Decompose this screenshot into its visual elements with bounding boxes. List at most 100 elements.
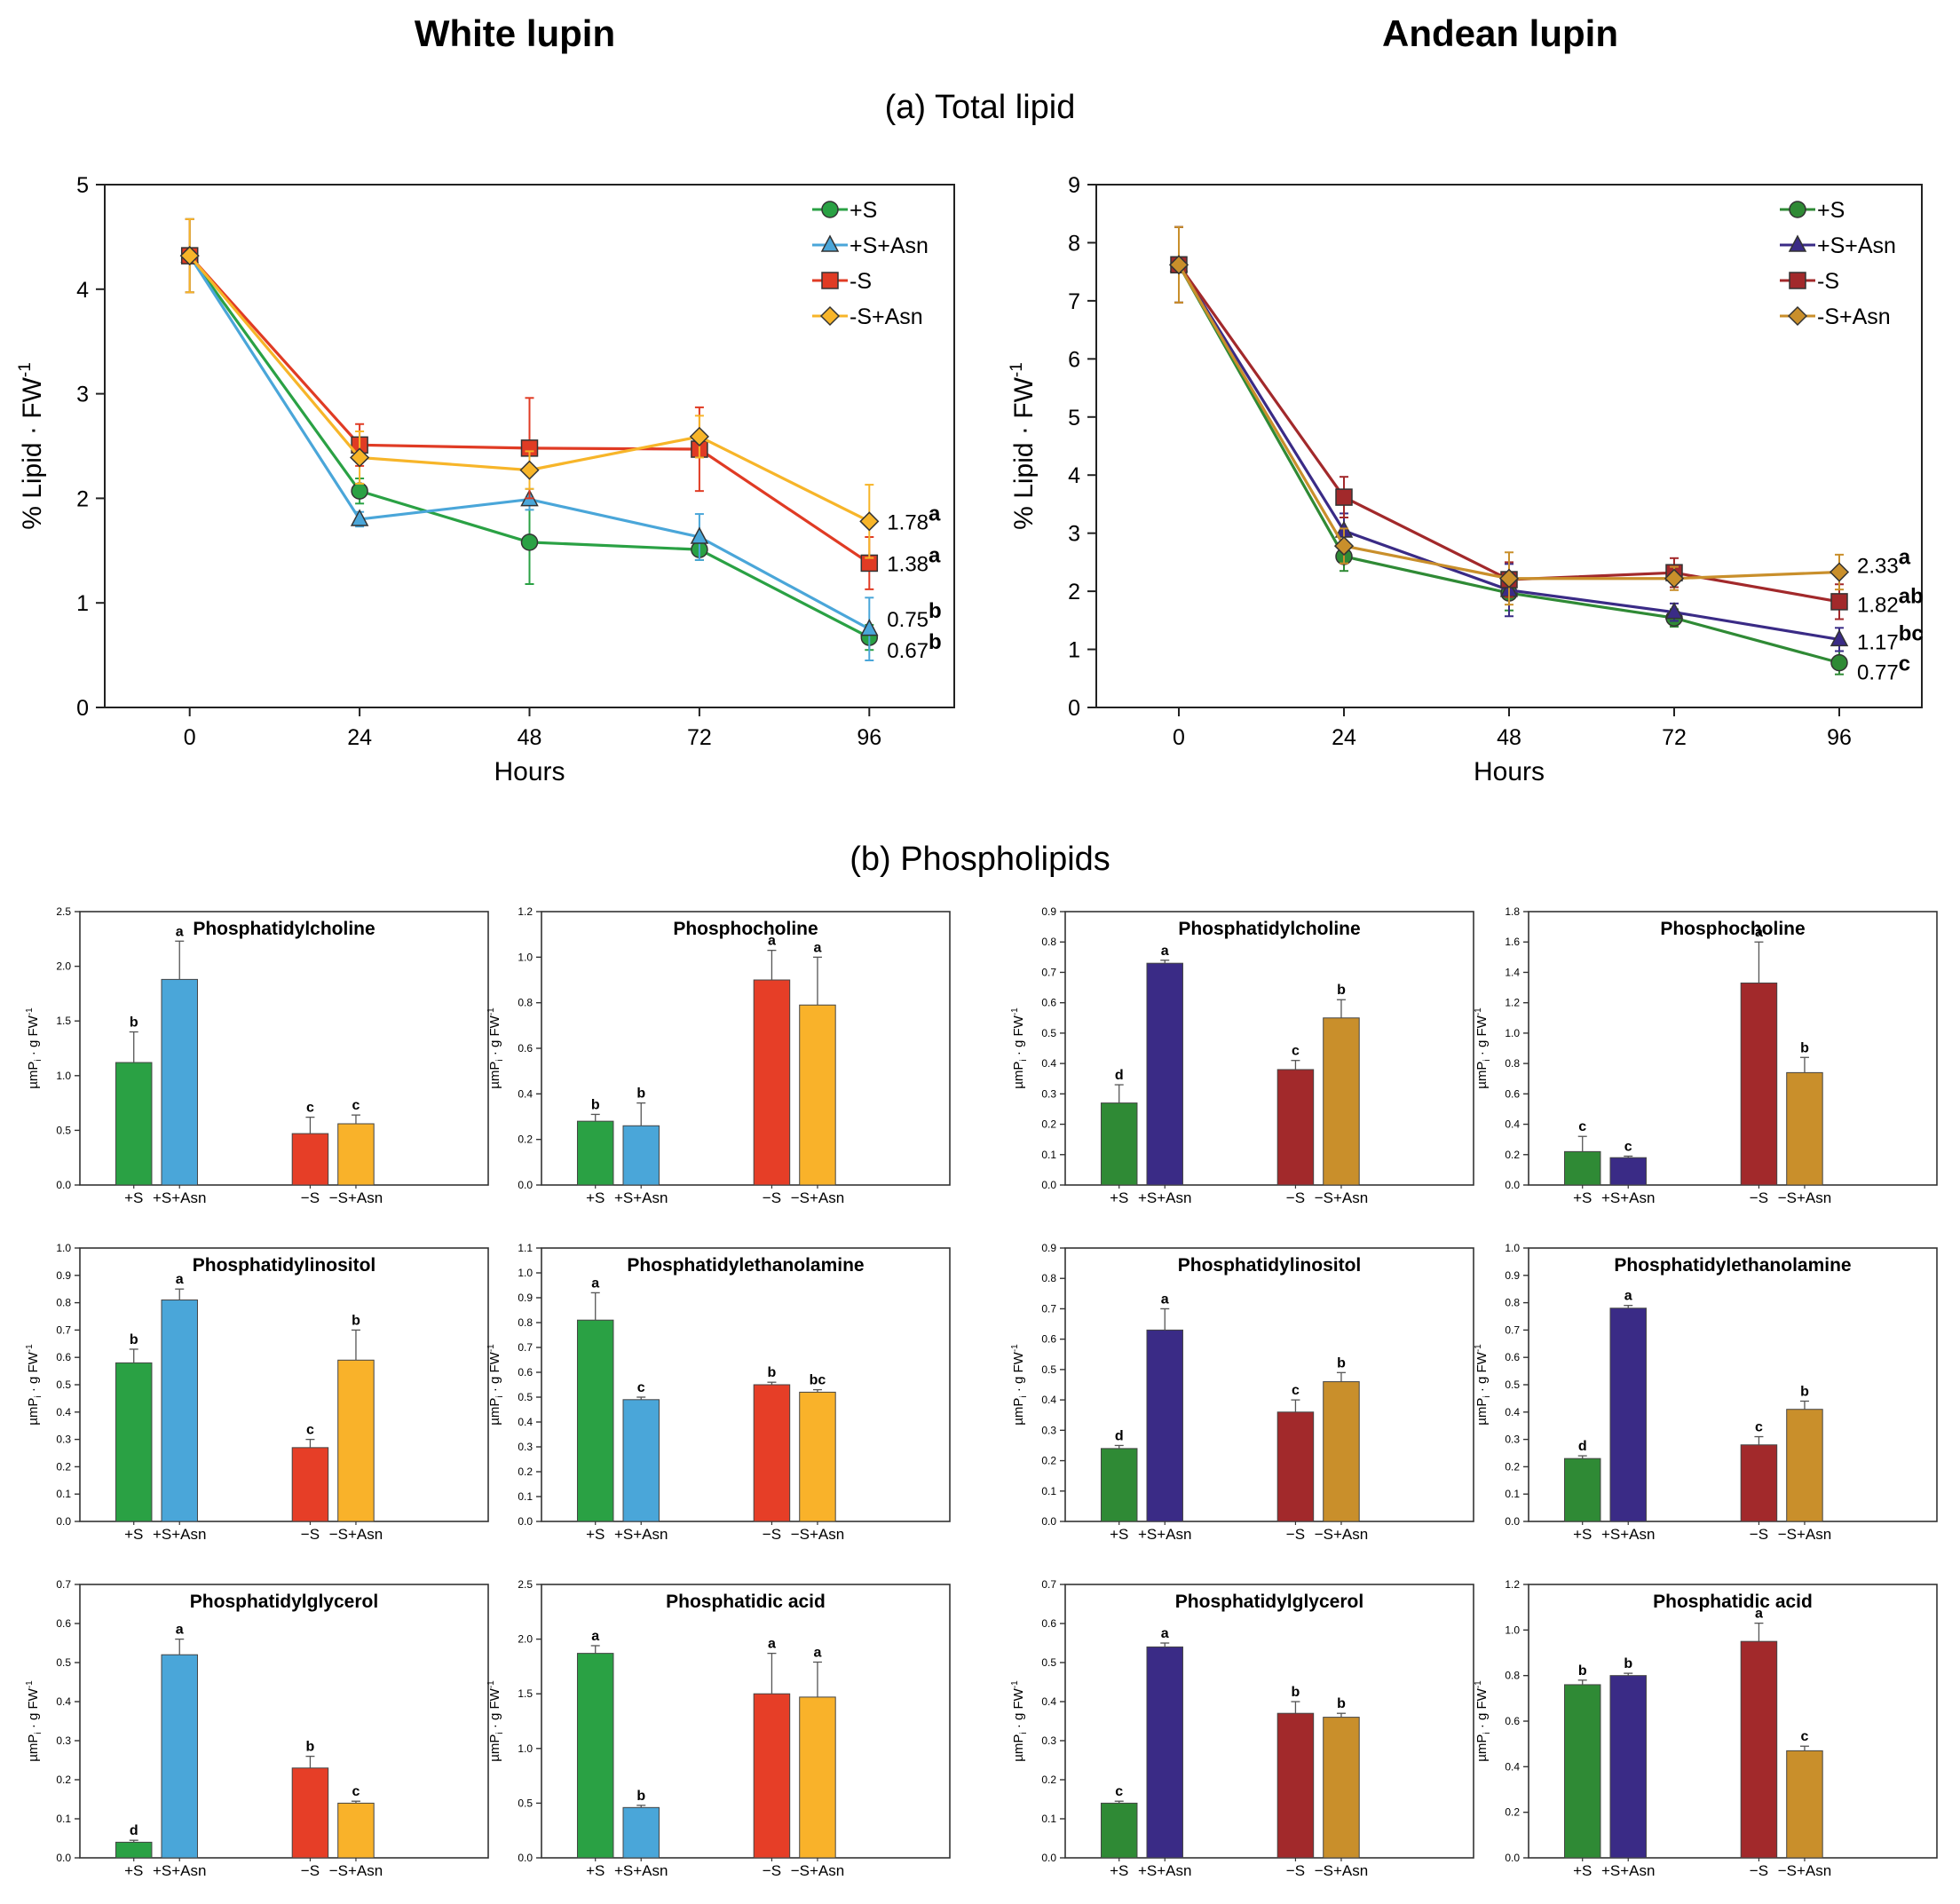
significance-letter: b <box>1337 1696 1346 1711</box>
y-axis-label-sup: -1 <box>486 1344 496 1352</box>
y-axis-label-tail: · g FW <box>487 1015 502 1059</box>
a_pg-chart: Phosphatidylglycerol 0.0 0.1 0.2 0.3 0.4 0.5 0.… <box>1010 1578 1474 1879</box>
category-label: +S <box>1573 1862 1592 1879</box>
category-label: +S+Asn <box>1601 1526 1656 1543</box>
y-axis-label: µmPi · g FW-1 <box>25 1680 43 1762</box>
plot-frame <box>1528 911 1938 1186</box>
category-label: −S+Asn <box>791 1526 845 1543</box>
title-andean-lupin: Andean lupin <box>1382 12 1618 54</box>
bar <box>115 1062 153 1186</box>
y-tick-label: 0.1 <box>1041 1149 1056 1161</box>
y-axis-label: µmPi · g FW-1 <box>25 1007 43 1089</box>
significance-letter: b <box>1337 1355 1346 1371</box>
y-tick-label: 0.3 <box>1041 1734 1056 1747</box>
y-tick-label: 0.5 <box>518 1797 533 1809</box>
bar <box>337 1359 375 1522</box>
bar <box>1146 1329 1183 1522</box>
significance-letter: b <box>130 1332 138 1347</box>
y-axis-label-sup: -1 <box>1474 1344 1483 1352</box>
bar <box>576 1120 614 1186</box>
x-tick-label: 48 <box>518 725 542 750</box>
significance-letter: c <box>352 1784 360 1799</box>
category-label: −S <box>1286 1526 1305 1543</box>
y-axis-label: µmPi · g FW-1 <box>486 1007 505 1089</box>
category-label: +S <box>1573 1189 1592 1206</box>
category-label: −S <box>1286 1862 1305 1879</box>
y-tick-label: 1.1 <box>518 1242 533 1254</box>
y-tick-label: 0.6 <box>1505 1087 1520 1100</box>
plot-frame <box>1064 911 1474 1186</box>
legend-label: -S <box>850 269 872 294</box>
y-axis-label-sub: i <box>1019 1059 1029 1061</box>
y-axis-label-sub: i <box>1019 1395 1029 1397</box>
end-value-label: 0.75b <box>887 599 941 632</box>
y-tick-label: 0.1 <box>1041 1485 1056 1497</box>
bar <box>1100 1802 1138 1859</box>
y-axis-label-tail: · g FW <box>1474 1351 1490 1395</box>
end-value-letter: a <box>929 543 941 567</box>
end-value-label: 0.77c <box>1857 652 1910 684</box>
a_pe-chart: Phosphatidylethanolamine 0.0 0.1 0.2 0.3 0.4 0… <box>1474 1242 1938 1543</box>
data-point <box>1664 568 1685 589</box>
category-label: −S <box>763 1862 781 1879</box>
y-axis-label-tail: · g FW <box>26 1687 41 1732</box>
plot-frame <box>1095 184 1923 708</box>
y-tick-label: 0.9 <box>56 1269 71 1282</box>
significance-letter: a <box>1161 944 1169 959</box>
data-point <box>1664 602 1684 620</box>
a_pi-chart: Phosphatidylinositol 0.0 0.1 0.2 0.3 0.4 0.5 0.… <box>1010 1242 1474 1543</box>
y-tick-label: 0.0 <box>518 1852 533 1864</box>
chart-title: Phosphatidylglycerol <box>190 1592 378 1612</box>
y-axis-label-tail: · g FW <box>26 1015 41 1059</box>
y-tick-label: 0.0 <box>1505 1852 1520 1864</box>
series--S+Asn <box>1168 225 1850 606</box>
y-axis-label-tail: · g FW <box>1011 1015 1026 1059</box>
y-tick-label: 0.8 <box>518 1316 533 1329</box>
y-axis-label-sup: -1 <box>1474 1007 1483 1015</box>
significance-letter: a <box>591 1629 599 1644</box>
y-tick-label: 0.0 <box>518 1515 533 1528</box>
legend-label: -S+Asn <box>1817 304 1891 329</box>
y-tick-label: 0.0 <box>1041 1852 1056 1864</box>
y-tick-label: 0.4 <box>1041 1695 1056 1708</box>
bar <box>1740 1640 1778 1859</box>
section-b-title: (b) Phospholipids <box>850 841 1110 878</box>
y-axis-label-sub: i <box>34 1059 43 1061</box>
significance-letter: a <box>591 1276 599 1291</box>
y-axis-label-sup: -1 <box>486 1680 496 1688</box>
y-tick-label: 0.3 <box>518 1441 533 1453</box>
x-tick-label: 24 <box>1332 725 1356 750</box>
significance-letter: b <box>768 1365 777 1380</box>
data-point <box>1333 536 1355 557</box>
category-label: −S <box>301 1526 320 1543</box>
significance-letter: a <box>1755 925 1763 940</box>
y-tick-label: 1.0 <box>518 951 533 963</box>
y-axis-label-sup: -1 <box>25 1680 35 1688</box>
y-tick-label: 0.4 <box>1041 1394 1056 1406</box>
bar <box>1323 1017 1360 1186</box>
bar <box>1609 1157 1647 1186</box>
y-tick-label: 0.7 <box>518 1341 533 1354</box>
a_pc-chart: Phosphatidylcholine 0.0 0.1 0.2 0.3 0.4 0.5 0.6… <box>1010 905 1474 1206</box>
y-axis-label-tail: · g FW <box>26 1351 41 1395</box>
category-label: +S+Asn <box>614 1862 668 1879</box>
x-tick-label: 96 <box>857 725 881 750</box>
x-tick-label: 48 <box>1497 725 1521 750</box>
significance-letter: a <box>1755 1607 1763 1622</box>
y-tick-label: 0.2 <box>1505 1806 1520 1819</box>
category-label: +S+Asn <box>614 1189 668 1206</box>
y-axis-label: µmPi · g FW-1 <box>25 1344 43 1426</box>
bar <box>291 1133 329 1186</box>
y-axis-label-sub: i <box>34 1732 43 1734</box>
y-tick-label: 0.7 <box>56 1323 71 1336</box>
y-tick-label: 0.4 <box>56 1406 71 1418</box>
significance-letter: d <box>130 1823 138 1838</box>
y-tick-label: 0.5 <box>1041 1656 1056 1669</box>
y-tick-label: 0.4 <box>518 1087 533 1100</box>
plot-frame <box>1064 1584 1474 1859</box>
data-point <box>689 426 709 446</box>
y-tick-label: 0.2 <box>1041 1455 1056 1467</box>
y-axis-label-tail: · g FW <box>1474 1015 1490 1059</box>
y-tick-label: 0.3 <box>1041 1424 1056 1436</box>
series--S <box>180 217 879 590</box>
